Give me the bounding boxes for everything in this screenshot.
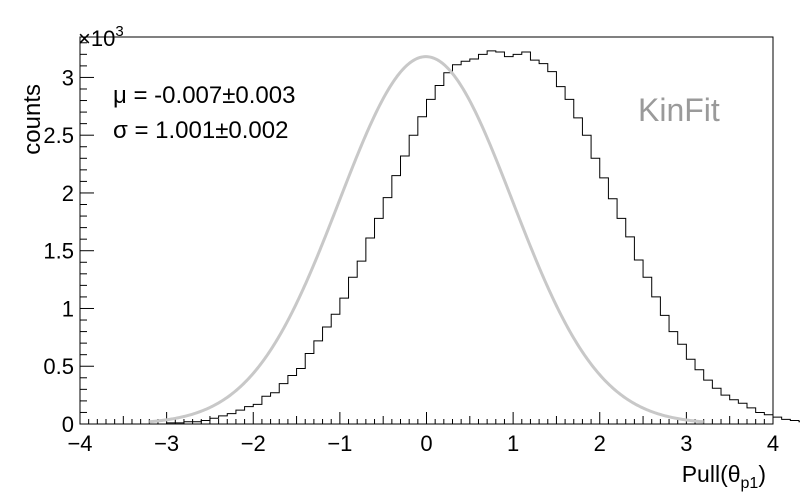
x-tick-label: −1 bbox=[327, 431, 352, 456]
y-tick-label: 0.5 bbox=[43, 354, 74, 379]
y-tick-label: 1 bbox=[62, 296, 74, 321]
y-axis-title: counts bbox=[19, 84, 46, 155]
stat-sigma: σ = 1.001±0.002 bbox=[113, 117, 288, 144]
x-tick-label: 1 bbox=[507, 431, 519, 456]
kinfit-label: KinFit bbox=[638, 92, 720, 128]
x-axis-title: Pull(θp1) bbox=[682, 461, 766, 492]
x-tick-label: 0 bbox=[420, 431, 432, 456]
histogram-series bbox=[80, 50, 800, 425]
stat-mu: μ = -0.007±0.003 bbox=[113, 82, 295, 109]
y-axis-multiplier: ×103 bbox=[78, 23, 124, 51]
y-axis-tick-labels: 0 0.5 1 1.5 2 2.5 3 bbox=[43, 65, 74, 437]
y-tick-label: 3 bbox=[62, 65, 74, 90]
y-axis-ticks bbox=[80, 42, 94, 425]
x-axis-tick-labels: −4 −3 −2 −1 0 1 2 3 4 bbox=[67, 431, 779, 456]
x-tick-label: 3 bbox=[680, 431, 692, 456]
y-tick-label: 1.5 bbox=[43, 239, 74, 264]
x-tick-label: −3 bbox=[154, 431, 179, 456]
x-tick-label: 4 bbox=[767, 431, 779, 456]
x-tick-label: −4 bbox=[67, 431, 92, 456]
y-tick-label: 2.5 bbox=[43, 123, 74, 148]
y-tick-label: 0 bbox=[62, 412, 74, 437]
x-tick-label: −2 bbox=[241, 431, 266, 456]
gaussian-fit-curve bbox=[149, 55, 704, 424]
x-tick-label: 2 bbox=[594, 431, 606, 456]
y-tick-label: 2 bbox=[62, 181, 74, 206]
